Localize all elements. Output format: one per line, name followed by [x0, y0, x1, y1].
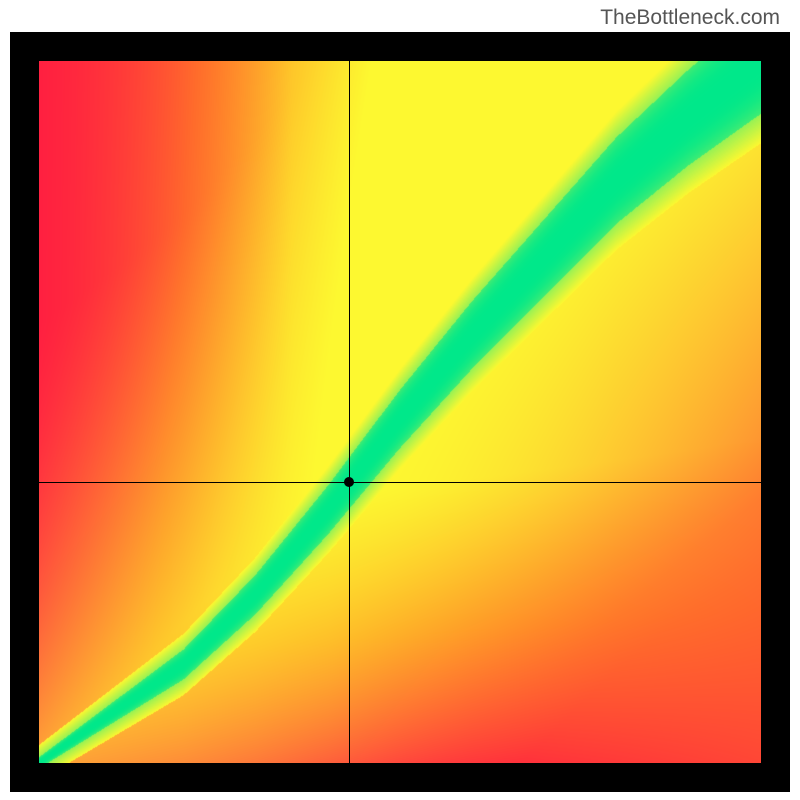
chart-container: TheBottleneck.com	[0, 0, 800, 800]
attribution-text: TheBottleneck.com	[600, 6, 780, 30]
plot-area	[39, 61, 761, 763]
crosshair-vertical	[349, 61, 350, 763]
heatmap-canvas	[39, 61, 761, 763]
crosshair-horizontal	[39, 482, 761, 483]
